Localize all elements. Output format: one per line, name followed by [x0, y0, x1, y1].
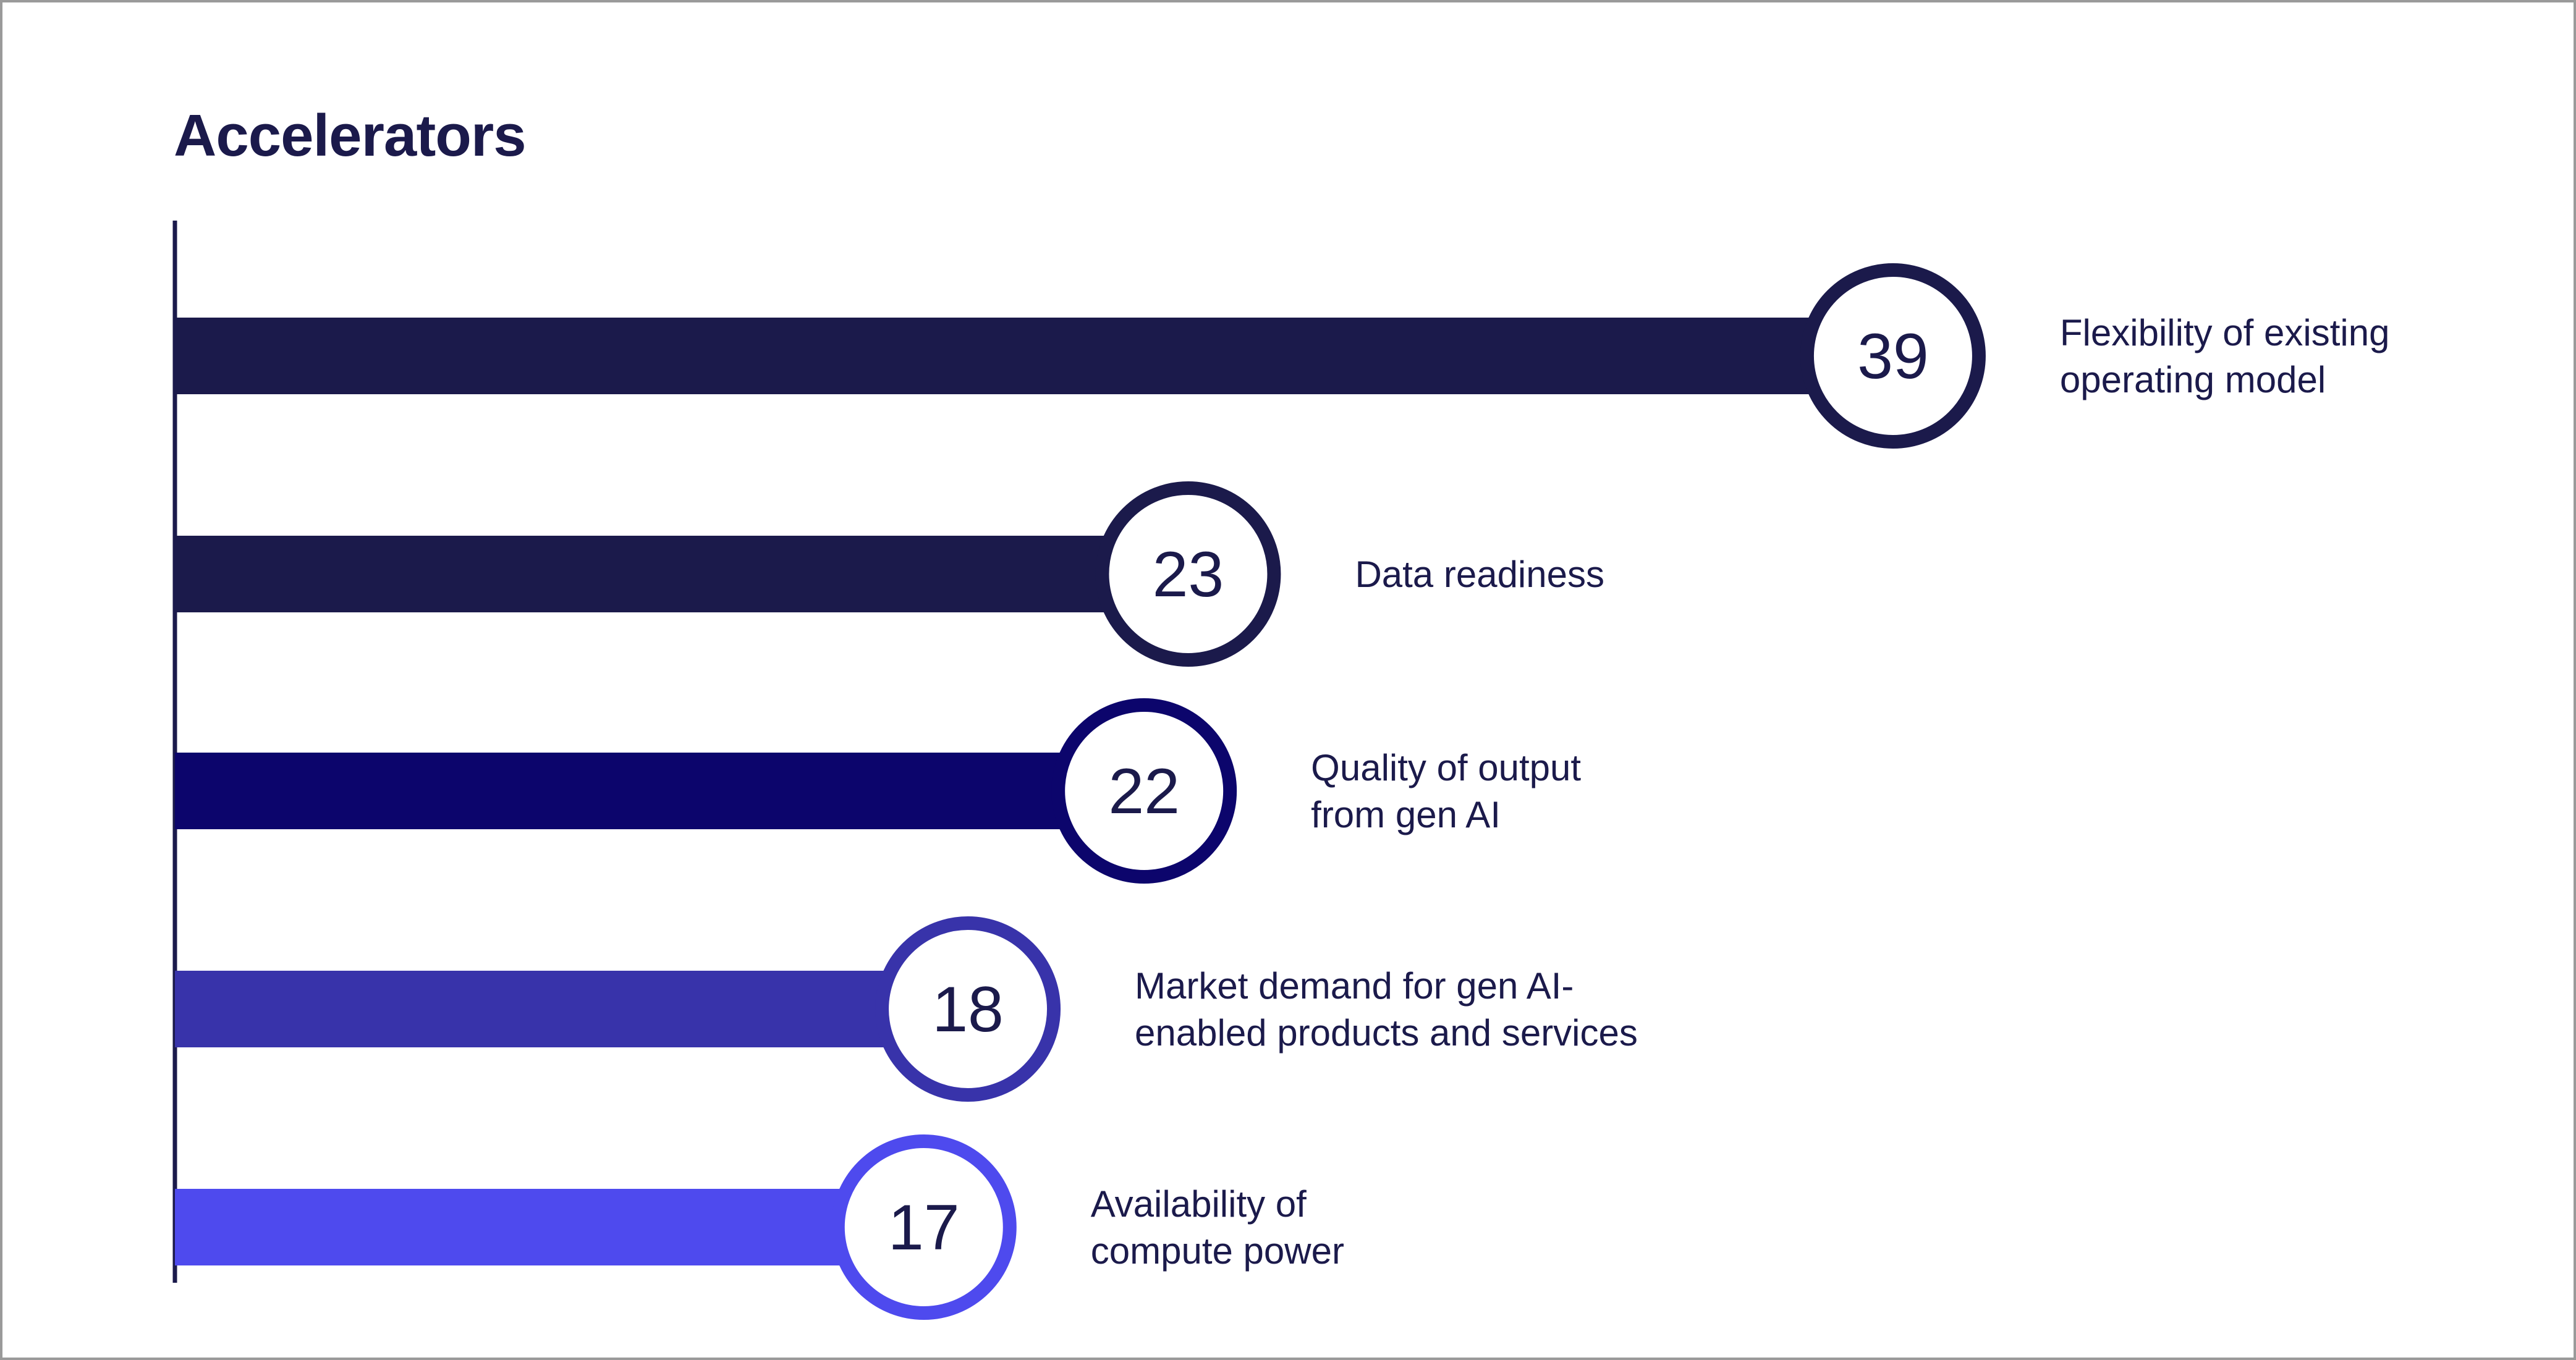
bar	[175, 971, 968, 1047]
category-label: Flexibility of existing operating model	[2060, 312, 2390, 400]
data-label: 18	[932, 974, 1004, 1045]
category-label-line: operating model	[2060, 359, 2326, 400]
bar	[175, 1189, 924, 1265]
data-label: 22	[1108, 756, 1180, 827]
bar-row: 17 Availability of compute power	[175, 1134, 1344, 1320]
bar	[175, 536, 1188, 612]
bar-end-circle	[1095, 481, 1281, 667]
category-label: Quality of output from gen AI	[1311, 747, 1581, 835]
data-label: 23	[1153, 539, 1224, 610]
bar-end-circle	[831, 1134, 1017, 1320]
bar-end-circle	[1800, 263, 1986, 449]
bar-row: 23 Data readiness	[175, 481, 1604, 667]
bar-end-circle	[1051, 698, 1237, 884]
category-label-line: Flexibility of existing	[2060, 312, 2390, 353]
category-label-line: enabled products and services	[1135, 1012, 1638, 1054]
category-label-line: Data readiness	[1355, 554, 1604, 595]
data-label: 39	[1857, 321, 1929, 392]
bar-row: 22 Quality of output from gen AI	[175, 698, 1581, 884]
category-label: Data readiness	[1355, 554, 1604, 595]
bar-row: 39 Flexibility of existing operating model	[175, 263, 2390, 449]
bar-row: 18 Market demand for gen AI-enabled produ…	[175, 916, 1638, 1102]
bar	[175, 753, 1145, 829]
bar	[175, 318, 1893, 394]
category-label-line: Market demand for gen AI-	[1135, 965, 1574, 1007]
bars-layer: 39 Flexibility of existing operating model…	[175, 263, 2390, 1320]
category-label-line: Availability of	[1091, 1183, 1307, 1225]
category-label: Availability of compute power	[1091, 1183, 1344, 1272]
bar-end-circle	[875, 916, 1061, 1102]
category-label-line: from gen AI	[1311, 794, 1501, 835]
category-label-line: Quality of output	[1311, 747, 1581, 788]
data-label: 17	[888, 1192, 960, 1264]
category-label-line: compute power	[1091, 1230, 1344, 1272]
category-label: Market demand for gen AI-enabled product…	[1135, 965, 1638, 1054]
chart-title: Accelerators	[174, 103, 527, 169]
